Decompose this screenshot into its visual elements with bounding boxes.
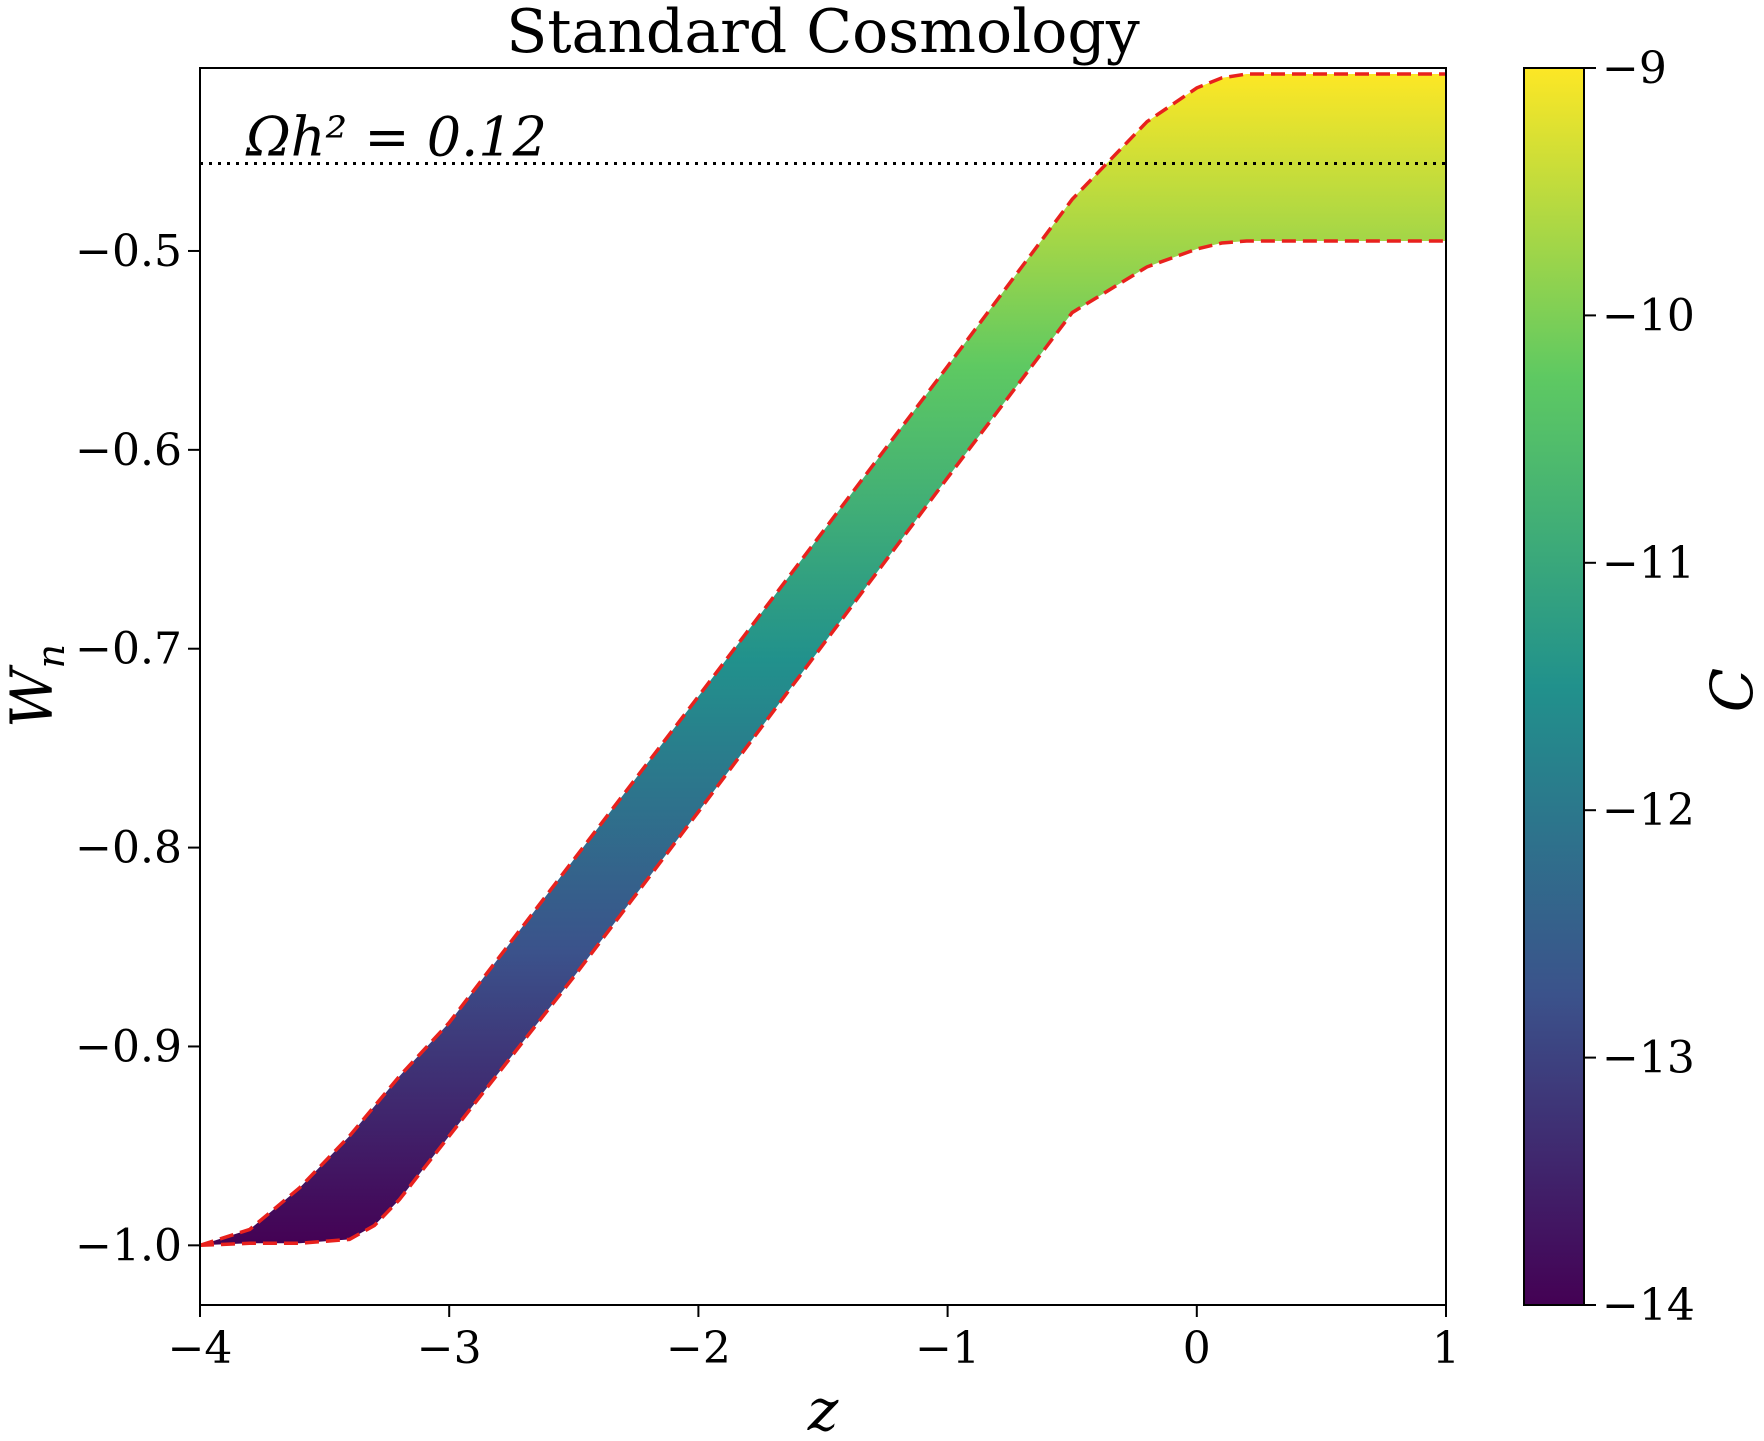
band-fill <box>200 74 1446 1246</box>
x-axis-label: z <box>807 1376 839 1441</box>
x-tick-label: −1 <box>915 1323 980 1374</box>
y-tick-label: −0.7 <box>75 624 182 675</box>
colorbar-frame <box>1523 67 1585 1306</box>
colorbar-axis: −9 −10 −11 −12 −13 −14 <box>1584 43 1695 1331</box>
x-tick-label: −2 <box>666 1323 731 1374</box>
x-tick-label: 1 <box>1432 1323 1460 1374</box>
y-tick-label: −0.5 <box>75 226 182 277</box>
colorbar-fill <box>1524 68 1584 1305</box>
upper-boundary-line <box>200 72 1446 1247</box>
plot-area <box>200 72 1446 1248</box>
chart-title: Standard Cosmology <box>506 0 1140 67</box>
lower-boundary-line <box>200 239 1446 1248</box>
x-tick-label: −4 <box>168 1323 233 1374</box>
plot-frame <box>199 67 1447 1306</box>
x-axis: −4 −3 −2 −1 0 1 <box>168 1305 1460 1374</box>
colorbar-tick-label: −11 <box>1602 538 1695 589</box>
colorbar-tick-label: −12 <box>1602 785 1695 836</box>
colorbar-tick-label: −14 <box>1602 1280 1695 1331</box>
colorbar-tick-label: −9 <box>1602 43 1667 94</box>
colorbar <box>1523 67 1585 1306</box>
colorbar-tick-label: −13 <box>1602 1033 1695 1084</box>
colorbar-tick-label: −10 <box>1602 290 1695 341</box>
reference-line-label: Ωh² = 0.12 <box>245 106 547 169</box>
y-tick-label: −0.6 <box>75 425 182 476</box>
colorbar-label: C <box>1698 668 1764 712</box>
x-tick-label: 0 <box>1183 1323 1211 1374</box>
y-tick-label: −0.9 <box>75 1021 182 1072</box>
x-tick-label: −3 <box>417 1323 482 1374</box>
y-tick-label: −0.8 <box>75 823 182 874</box>
y-axis-label: Wn <box>0 644 73 728</box>
y-tick-label: −1.0 <box>75 1220 182 1271</box>
y-axis: −1.0 −0.9 −0.8 −0.7 −0.6 −0.5 <box>75 226 200 1271</box>
